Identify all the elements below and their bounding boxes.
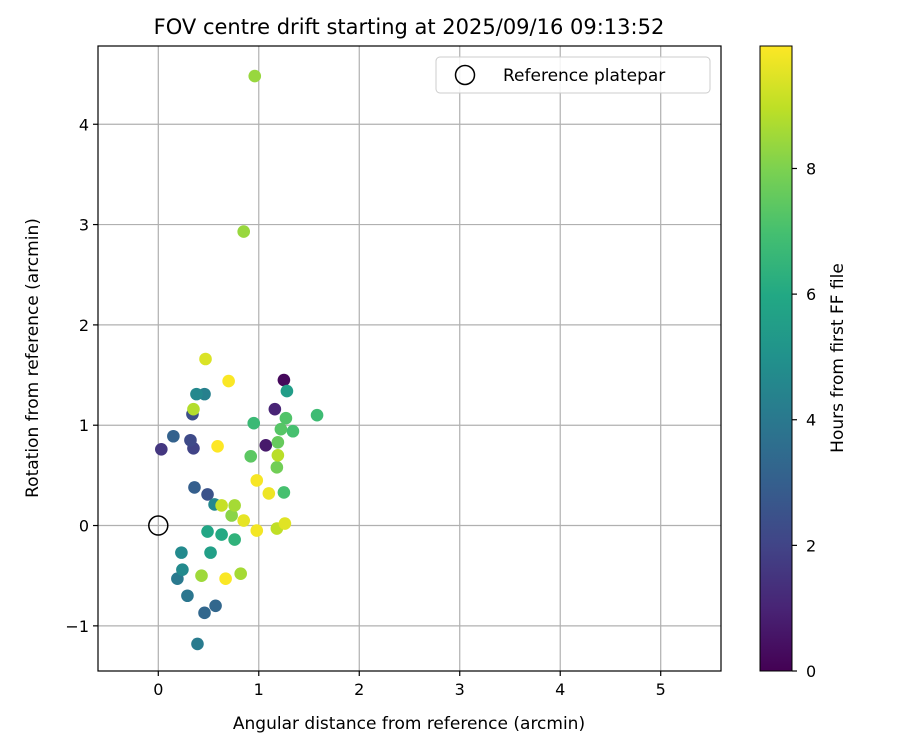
data-point	[215, 528, 228, 541]
data-point	[209, 599, 222, 613]
data-point	[228, 499, 241, 512]
data-point	[274, 422, 288, 436]
data-point	[195, 569, 208, 582]
data-point	[234, 567, 247, 580]
data-point	[247, 416, 261, 430]
data-point	[248, 69, 262, 83]
data-point	[237, 514, 251, 527]
data-point	[187, 402, 200, 416]
legend-label: Reference platepar	[503, 66, 665, 86]
data-point	[204, 546, 217, 559]
data-point	[219, 572, 232, 586]
x-tick-label: 2	[354, 680, 364, 699]
data-point	[250, 474, 264, 487]
data-point	[198, 606, 211, 620]
data-point	[270, 461, 284, 474]
data-point	[225, 509, 238, 522]
colorbar-tick-label: 2	[806, 536, 816, 555]
data-point	[259, 438, 273, 452]
data-point	[190, 387, 203, 401]
data-point	[279, 411, 293, 425]
data-point	[286, 424, 300, 438]
chart-title: FOV centre drift starting at 2025/09/16 …	[154, 15, 665, 39]
data-point	[268, 402, 282, 416]
colorbar-ticks: 0 2 4 6 8	[792, 159, 816, 681]
y-tick-label: 0	[79, 517, 89, 536]
data-point	[277, 373, 291, 387]
data-point	[228, 533, 241, 546]
data-point	[191, 637, 204, 651]
y-axis-label: Rotation from reference (arcmin)	[23, 218, 43, 498]
data-point	[184, 433, 197, 447]
x-axis-label: Angular distance from reference (arcmin)	[233, 714, 585, 734]
data-point	[215, 499, 228, 512]
data-point	[201, 488, 214, 501]
data-point	[167, 429, 180, 443]
x-axis-ticks: 0 1 2 3 4 5	[153, 671, 666, 699]
colorbar-tick-label: 6	[806, 285, 816, 304]
data-points	[155, 69, 324, 651]
data-point	[250, 524, 264, 537]
colorbar-label: Hours from first FF file	[828, 263, 848, 453]
y-tick-label: 4	[79, 115, 89, 134]
data-point	[271, 435, 285, 449]
reference-marker	[148, 515, 169, 536]
data-point	[278, 517, 292, 530]
data-point	[222, 374, 235, 388]
x-tick-label: 5	[656, 680, 666, 699]
data-point	[277, 486, 291, 499]
data-point	[237, 225, 251, 238]
y-tick-label: 2	[79, 316, 89, 335]
y-tick-label: 3	[79, 216, 89, 235]
legend: Reference platepar	[435, 56, 711, 94]
plot-frame	[97, 45, 722, 672]
legend-marker	[454, 64, 476, 86]
y-tick-label: −1	[65, 617, 89, 636]
colorbar	[759, 45, 793, 672]
data-point	[211, 439, 224, 453]
y-tick-label: 1	[79, 416, 89, 435]
y-axis-ticks: −1 0 1 2 3 4	[65, 115, 98, 636]
data-point	[181, 589, 194, 603]
data-point	[310, 408, 324, 422]
x-tick-label: 3	[455, 680, 465, 699]
colorbar-tick-label: 8	[806, 159, 816, 178]
data-point	[280, 384, 294, 398]
colorbar-tick-label: 0	[806, 662, 816, 681]
x-tick-label: 1	[254, 680, 264, 699]
data-point	[176, 563, 189, 576]
data-point	[244, 450, 258, 463]
data-point	[199, 352, 212, 366]
data-point	[175, 546, 188, 559]
x-tick-label: 0	[153, 680, 163, 699]
data-point	[271, 449, 285, 462]
data-point	[155, 442, 168, 456]
grid-lines	[98, 46, 721, 671]
colorbar-tick-label: 4	[806, 411, 816, 430]
data-point	[262, 487, 276, 500]
x-tick-label: 4	[555, 680, 565, 699]
legend-box	[435, 56, 711, 94]
data-point	[188, 481, 201, 494]
data-point	[201, 525, 214, 538]
